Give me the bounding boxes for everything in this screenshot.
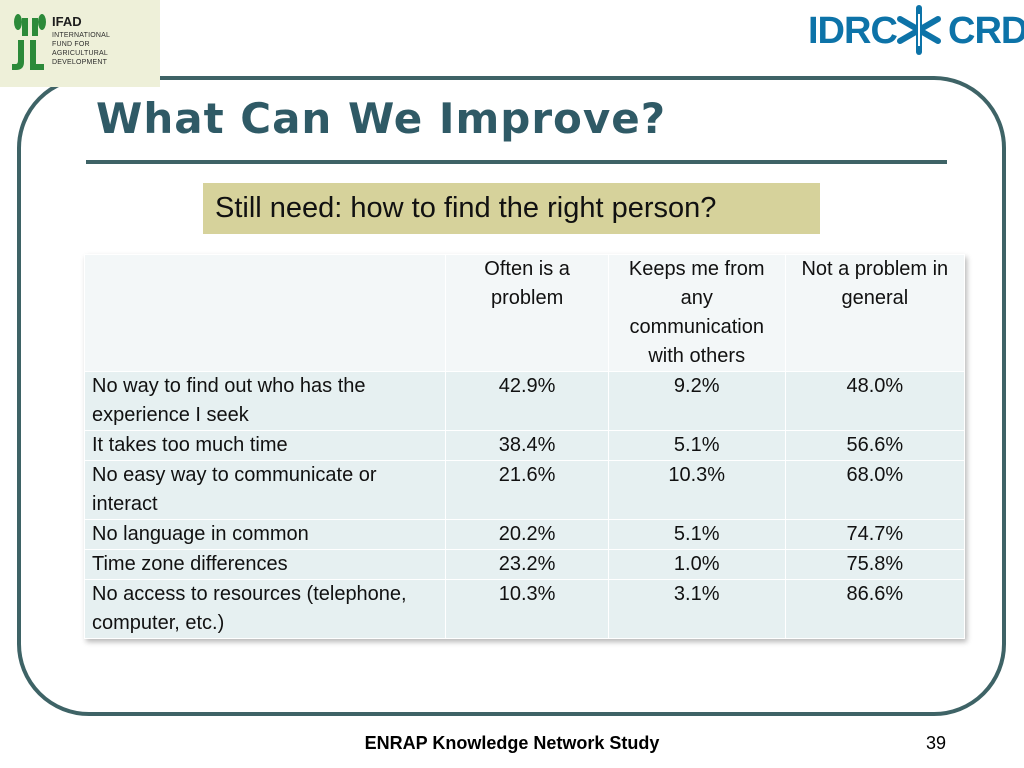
often-value: 23.2% <box>445 549 609 580</box>
ifad-line: AGRICULTURAL <box>52 50 108 57</box>
row-label: It takes too much time <box>83 430 447 461</box>
table-row: No language in common 20.2% 5.1% 74.7% <box>83 519 966 550</box>
title-divider <box>86 160 947 164</box>
not-value: 74.7% <box>784 519 966 550</box>
not-value: 75.8% <box>784 549 966 580</box>
table-row: No easy way to communicate or interact 2… <box>83 460 966 520</box>
header-cell-not: Not a problem in general <box>784 254 966 372</box>
keeps-value: 5.1% <box>607 430 786 461</box>
ifad-name: IFAD <box>52 14 82 29</box>
wheat-icon <box>12 14 46 70</box>
header-cell-often: Often is a problem <box>445 254 609 372</box>
header-cell-keeps: Keeps me from any communication with oth… <box>607 254 786 372</box>
keeps-value: 1.0% <box>607 549 786 580</box>
often-value: 38.4% <box>445 430 609 461</box>
row-label: No easy way to communicate or interact <box>83 460 447 520</box>
callout-box: Still need: how to find the right person… <box>203 183 820 234</box>
crdi-text: CRDI <box>948 10 1024 52</box>
not-value: 86.6% <box>784 579 966 639</box>
table-row: No access to resources (telephone, compu… <box>83 579 966 639</box>
often-value: 20.2% <box>445 519 609 550</box>
table-header-row: Often is a problem Keeps me from any com… <box>83 254 966 372</box>
slide-title: What Can We Improve? <box>96 94 667 143</box>
table-row: It takes too much time 38.4% 5.1% 56.6% <box>83 430 966 461</box>
idrc-logo: IDRC CRDI <box>806 4 1024 56</box>
table-row: Time zone differences 23.2% 1.0% 75.8% <box>83 549 966 580</box>
keeps-value: 10.3% <box>607 460 786 520</box>
row-label: No way to find out who has the experienc… <box>83 371 447 431</box>
row-label: No access to resources (telephone, compu… <box>83 579 447 639</box>
ifad-line: DEVELOPMENT <box>52 59 108 66</box>
page-number: 39 <box>925 733 946 753</box>
row-label: No language in common <box>83 519 447 550</box>
often-value: 21.6% <box>445 460 609 520</box>
ifad-logo: IFAD INTERNATIONAL FUND FOR AGRICULTURAL… <box>0 0 160 87</box>
table-row: No way to find out who has the experienc… <box>83 371 966 431</box>
row-label: Time zone differences <box>83 549 447 580</box>
survey-table: Often is a problem Keeps me from any com… <box>83 254 966 639</box>
keeps-value: 5.1% <box>607 519 786 550</box>
often-value: 42.9% <box>445 371 609 431</box>
slide-frame <box>17 76 1006 716</box>
footer-text: ENRAP Knowledge Network Study <box>364 733 660 753</box>
keeps-value: 3.1% <box>607 579 786 639</box>
ifad-line: FUND FOR <box>52 41 90 48</box>
not-value: 68.0% <box>784 460 966 520</box>
not-value: 48.0% <box>784 371 966 431</box>
header-cell-blank <box>83 254 447 372</box>
ifad-line: INTERNATIONAL <box>52 32 111 39</box>
keeps-value: 9.2% <box>607 371 786 431</box>
not-value: 56.6% <box>784 430 966 461</box>
idrc-text: IDRC <box>808 10 898 52</box>
often-value: 10.3% <box>445 579 609 639</box>
snowflake-icon <box>897 5 941 55</box>
